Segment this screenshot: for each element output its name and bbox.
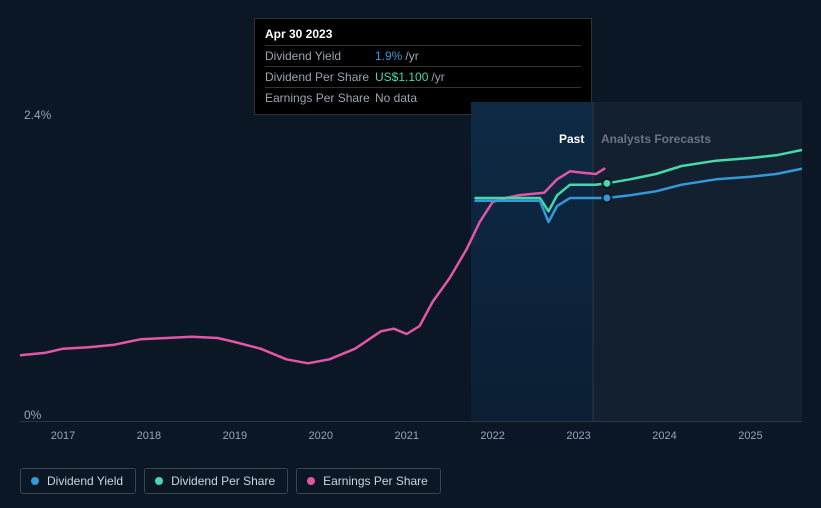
legend-dot-icon [31, 477, 39, 485]
legend-label: Dividend Per Share [171, 474, 275, 488]
legend-label: Earnings Per Share [323, 474, 428, 488]
legend-item[interactable]: Earnings Per Share [296, 468, 441, 494]
past-region-label: Past [559, 132, 584, 146]
chart-legend: Dividend Yield Dividend Per Share Earnings… [20, 468, 441, 494]
tooltip-date: Apr 30 2023 [265, 25, 581, 43]
tooltip-row: Dividend Per ShareUS$1.100/yr [265, 66, 581, 87]
x-axis-tick: 2022 [480, 430, 504, 442]
y-axis-label: 2.4% [24, 108, 51, 122]
y-axis-label: 0% [24, 408, 41, 422]
tooltip-unit: /yr [431, 68, 444, 86]
x-axis-tick: 2017 [51, 430, 75, 442]
tooltip-label: Dividend Yield [265, 47, 375, 65]
x-axis-tick: 2020 [309, 430, 333, 442]
x-axis: 2017 2018 2019 2020 2021 2022 2023 2024 2025 [20, 430, 802, 450]
x-axis-tick: 2024 [652, 430, 676, 442]
x-axis-tick: 2021 [394, 430, 418, 442]
legend-item[interactable]: Dividend Yield [20, 468, 136, 494]
chart-tooltip: Apr 30 2023 Dividend Yield1.9%/yrDividen… [254, 18, 592, 115]
legend-label: Dividend Yield [47, 474, 123, 488]
legend-item[interactable]: Dividend Per Share [144, 468, 288, 494]
tooltip-unit: /yr [405, 47, 418, 65]
chart-area: Past Analysts Forecasts [20, 102, 802, 422]
legend-dot-icon [307, 477, 315, 485]
x-axis-tick: 2019 [223, 430, 247, 442]
tooltip-value: 1.9% [375, 47, 402, 65]
x-axis-tick: 2025 [738, 430, 762, 442]
tooltip-value: US$1.100 [375, 68, 428, 86]
tooltip-row: Dividend Yield1.9%/yr [265, 45, 581, 66]
line-chart [20, 102, 802, 422]
x-axis-tick: 2018 [137, 430, 161, 442]
tooltip-label: Dividend Per Share [265, 68, 375, 86]
legend-dot-icon [155, 477, 163, 485]
forecast-region-label: Analysts Forecasts [601, 132, 711, 146]
x-axis-tick: 2023 [566, 430, 590, 442]
